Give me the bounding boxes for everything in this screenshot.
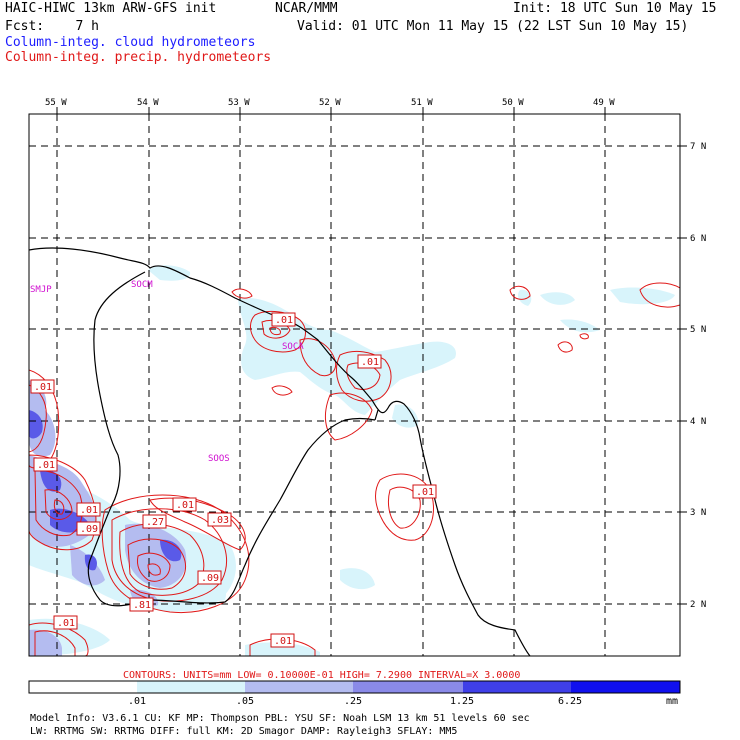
lat-label-4n: 4 N: [690, 417, 706, 427]
footer-model-info: Model Info: V3.6.1 CU: KF MP: Thompson P…: [30, 713, 530, 724]
lat-label-5n: 5 N: [690, 325, 706, 335]
contour-label: .09: [80, 524, 98, 535]
lat-label-6n: 6 N: [690, 234, 706, 244]
map-frame: [28, 113, 681, 657]
lon-label-52w: 52 W: [319, 98, 341, 108]
contour-labels: .01 .01 .01 .01 .01 .01 .09 .27 .03 .09 …: [30, 312, 437, 648]
contour-info: CONTOURS: UNITS=mm LOW= 0.10000E-01 HIGH…: [123, 670, 520, 681]
contour-label: .27: [146, 517, 164, 528]
organization: NCAR/MMM: [275, 1, 338, 16]
contour-label: .01: [275, 315, 293, 326]
lat-lon-grid: [29, 114, 680, 656]
legend-cloud: Column-integ. cloud hydrometeors: [5, 35, 256, 50]
contour-label: .09: [201, 573, 219, 584]
valid-time: Valid: 01 UTC Mon 11 May 15 (22 LST Sun …: [297, 19, 689, 34]
lon-label-55w: 55 W: [45, 98, 67, 108]
model-title: HAIC-HIWC 13km ARW-GFS init: [5, 1, 217, 16]
axis-ticks: [56, 107, 687, 605]
contour-label: .01: [34, 382, 52, 393]
station-soca: SOCA: [282, 342, 304, 352]
colorbar-unit: mm: [666, 696, 678, 707]
lat-label-2n: 2 N: [690, 600, 706, 610]
contour-label: .81: [133, 600, 151, 611]
coastline: [29, 247, 531, 656]
contour-label: .01: [37, 460, 55, 471]
contour-label: .01: [80, 505, 98, 516]
colorbar-tick: 6.25: [558, 696, 582, 707]
lat-label-3n: 3 N: [690, 508, 706, 518]
colorbar-tick: .25: [344, 696, 362, 707]
legend-precip: Column-integ. precip. hydrometeors: [5, 50, 272, 65]
contour-label: .01: [57, 618, 75, 629]
map-content: [29, 114, 680, 656]
colorbar-tick: .05: [236, 696, 254, 707]
contour-label: .01: [361, 357, 379, 368]
colorbar-tick: .01: [128, 696, 146, 707]
colorbar: .01 .05 .25 1.25 6.25 mm: [28, 680, 681, 707]
lon-label-49w: 49 W: [593, 98, 615, 108]
station-socm: SOCM: [131, 280, 153, 290]
init-time: Init: 18 UTC Sun 10 May 15: [513, 1, 717, 16]
contour-label: .01: [176, 500, 194, 511]
footer-physics-info: LW: RRTMG SW: RRTMG DIFF: full KM: 2D Sm…: [30, 726, 457, 737]
colorbar-tick: 1.25: [450, 696, 474, 707]
lon-label-50w: 50 W: [502, 98, 524, 108]
station-smjp: SMJP: [30, 285, 52, 295]
lon-label-54w: 54 W: [137, 98, 159, 108]
contour-label: .01: [416, 487, 434, 498]
cloud-shading: [29, 265, 675, 656]
station-soos: SOOS: [208, 454, 230, 464]
contour-label: .03: [211, 515, 229, 526]
contour-label: .01: [274, 636, 292, 647]
lon-label-51w: 51 W: [411, 98, 433, 108]
lon-label-53w: 53 W: [228, 98, 250, 108]
lat-label-7n: 7 N: [690, 142, 706, 152]
forecast-hour: Fcst: 7 h: [5, 19, 99, 34]
